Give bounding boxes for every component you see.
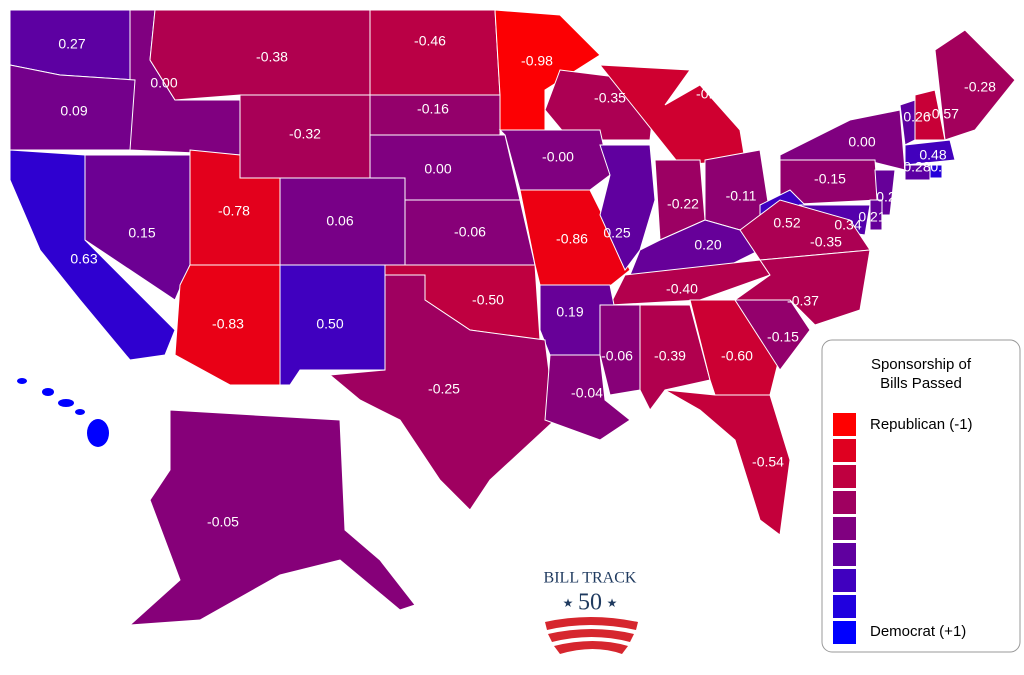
value-label: 0.09 bbox=[60, 103, 87, 119]
value-label: 0.52 bbox=[773, 215, 800, 231]
island bbox=[75, 409, 85, 415]
value-label: -0.15 bbox=[767, 329, 799, 345]
value-label: -0.05 bbox=[207, 514, 239, 530]
state bbox=[328, 274, 556, 511]
value-label: -0.57 bbox=[927, 106, 959, 122]
value-label: 0.50 bbox=[316, 316, 343, 332]
legend-swatches bbox=[833, 413, 856, 644]
logo-stripe bbox=[545, 617, 638, 630]
value-label: -0.32 bbox=[289, 126, 321, 142]
state bbox=[599, 304, 641, 396]
legend-swatch bbox=[833, 595, 856, 618]
value-label: -0.86 bbox=[556, 231, 588, 247]
value-label: 0.00 bbox=[848, 134, 875, 150]
value-label: 0.27 bbox=[58, 36, 85, 52]
logo-star: ★ bbox=[563, 596, 574, 610]
value-labels: 0.27 0.00 -0.38 -0.46 -0.98 0.09 -0.35 -0.62 -0.… bbox=[58, 33, 996, 530]
value-label: 0.63 bbox=[70, 251, 97, 267]
value-label: -0.15 bbox=[814, 171, 846, 187]
state bbox=[904, 139, 956, 166]
island bbox=[42, 388, 54, 396]
value-label: 0.00 bbox=[150, 75, 177, 91]
legend-swatch bbox=[833, 465, 856, 488]
legend-min-label: Republican (-1) bbox=[870, 416, 973, 433]
value-label: 0.15 bbox=[128, 225, 155, 241]
legend-box bbox=[821, 339, 1021, 653]
value-label: -0.54 bbox=[752, 454, 784, 470]
value-label: -0.37 bbox=[787, 293, 819, 309]
logo: BILL TRACK ★ ★ 50 bbox=[544, 570, 638, 654]
state bbox=[869, 199, 883, 231]
legend-title: Sponsorship of Bills Passed bbox=[871, 356, 972, 392]
value-label: -0.38 bbox=[256, 49, 288, 65]
value-label: -0.46 bbox=[414, 33, 446, 49]
value-label: 0.19 bbox=[556, 304, 583, 320]
value-label: -0.06 bbox=[454, 224, 486, 240]
value-label: 0.71 bbox=[930, 159, 957, 175]
logo-stripe bbox=[554, 641, 628, 654]
value-label: -0.78 bbox=[218, 203, 250, 219]
value-label: -0.22 bbox=[667, 196, 699, 212]
state bbox=[929, 164, 943, 179]
state bbox=[733, 249, 871, 326]
value-label: -0.06 bbox=[601, 348, 633, 364]
state bbox=[9, 149, 176, 361]
value-label: -0.39 bbox=[654, 348, 686, 364]
logo-number: 50 bbox=[578, 590, 602, 616]
legend-swatch bbox=[833, 543, 856, 566]
value-label: 0.06 bbox=[326, 213, 353, 229]
value-label: -0.60 bbox=[721, 348, 753, 364]
value-label: -0.98 bbox=[521, 53, 553, 69]
legend-max-label: Democrat (+1) bbox=[870, 623, 966, 640]
value-label: -0.62 bbox=[696, 86, 728, 102]
state bbox=[734, 299, 811, 371]
value-label: -0.83 bbox=[212, 316, 244, 332]
state bbox=[899, 99, 916, 146]
value-label: 0.34 bbox=[834, 217, 861, 233]
value-label: -0.40 bbox=[666, 281, 698, 297]
value-label: 0.28 bbox=[903, 159, 930, 175]
state bbox=[544, 354, 631, 441]
legend-swatch bbox=[833, 491, 856, 514]
logo-text: BILL TRACK bbox=[544, 570, 637, 587]
island bbox=[58, 399, 74, 407]
value-label: 0.25 bbox=[603, 225, 630, 241]
state bbox=[739, 199, 871, 261]
state bbox=[128, 409, 416, 626]
island bbox=[17, 378, 27, 384]
state bbox=[9, 64, 136, 151]
value-label: -0.04 bbox=[571, 385, 603, 401]
legend-swatch bbox=[833, 413, 856, 436]
value-label: 0.48 bbox=[919, 147, 946, 163]
value-label: -0.35 bbox=[594, 90, 626, 106]
state bbox=[904, 164, 931, 181]
state bbox=[934, 29, 1016, 141]
logo-stripe bbox=[548, 629, 634, 642]
value-label: -0.00 bbox=[542, 149, 574, 165]
hawaii bbox=[17, 378, 109, 447]
legend-swatch bbox=[833, 517, 856, 540]
state bbox=[369, 9, 501, 96]
value-label: 0.00 bbox=[424, 161, 451, 177]
value-label: -0.28 bbox=[964, 79, 996, 95]
state bbox=[599, 144, 656, 271]
value-label: 0.2 bbox=[876, 189, 896, 205]
value-label: -0.16 bbox=[417, 101, 449, 117]
value-label: -0.11 bbox=[726, 188, 757, 204]
value-label: -0.50 bbox=[472, 292, 504, 308]
value-label: 0.26 bbox=[903, 109, 930, 125]
state bbox=[664, 389, 791, 536]
island bbox=[87, 419, 109, 447]
states bbox=[9, 9, 1016, 626]
value-label: -0.25 bbox=[428, 381, 460, 397]
logo-star: ★ bbox=[607, 596, 618, 610]
legend-swatch bbox=[833, 439, 856, 462]
value-label: -0.35 bbox=[810, 234, 842, 250]
value-label: 0.21 bbox=[858, 209, 885, 225]
legend-swatch bbox=[833, 621, 856, 644]
value-label: 0.20 bbox=[694, 237, 721, 253]
legend-swatch bbox=[833, 569, 856, 592]
